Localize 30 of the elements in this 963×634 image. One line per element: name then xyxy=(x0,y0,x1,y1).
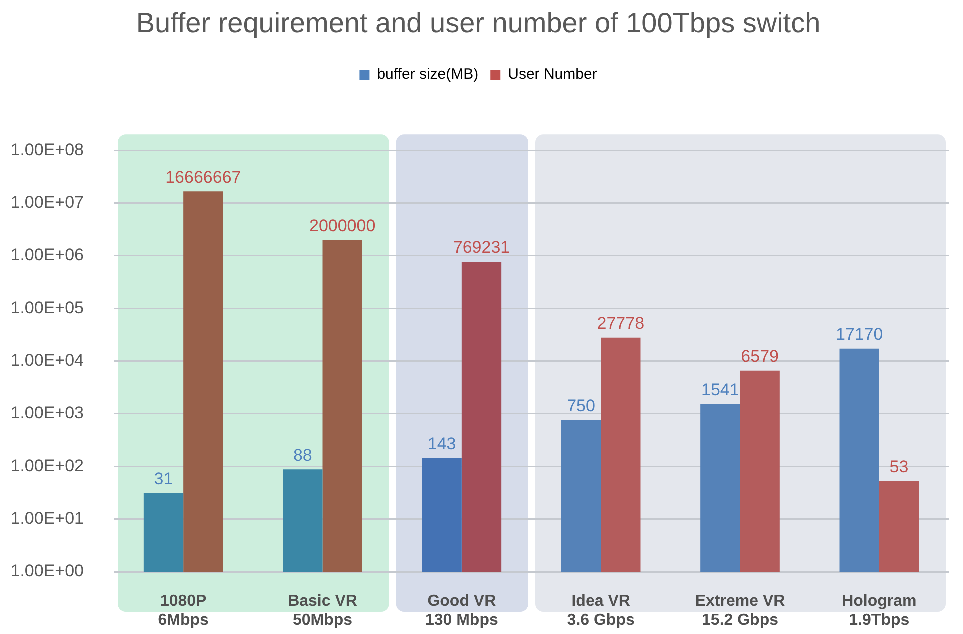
data-label: 88 xyxy=(293,446,312,465)
data-label: 17170 xyxy=(836,325,884,344)
x-tick-label: Idea VR 3.6 Gbps xyxy=(567,593,635,630)
y-tick-label: 1.00E+05 xyxy=(10,298,84,318)
data-label: 750 xyxy=(567,396,596,416)
x-tick-label: Basic VR 50Mbps xyxy=(288,593,358,630)
data-label: 769231 xyxy=(453,238,510,258)
y-tick-label: 1.00E+07 xyxy=(10,192,84,212)
data-label: 53 xyxy=(890,457,909,476)
x-tick-label: Extreme VR 15.2 Gbps xyxy=(695,593,786,630)
data-label: 1541 xyxy=(702,380,740,400)
x-tick-label: Good VR 130 Mbps xyxy=(425,593,498,630)
x-tick-label: 1080P 6Mbps xyxy=(158,593,210,630)
y-tick-label: 1.00E+03 xyxy=(10,404,84,423)
chart-title: Buffer requirement and user number of 100Tbps switch xyxy=(136,8,821,39)
y-tick-label: 1.00E+04 xyxy=(10,350,84,370)
data-label: 31 xyxy=(154,470,174,489)
y-tick-label: 1.00E+00 xyxy=(10,562,84,581)
data-label: 16666667 xyxy=(166,168,242,187)
y-tick-label: 1.00E+08 xyxy=(10,140,84,160)
legend-label: buffer size(MB) xyxy=(377,66,479,84)
x-tick-label: Hologram 1.9Tbps xyxy=(842,593,917,630)
data-label: 2000000 xyxy=(309,216,376,236)
data-label: 6579 xyxy=(741,347,779,366)
data-label: 27778 xyxy=(597,314,645,334)
y-tick-label: 1.00E+02 xyxy=(10,456,84,476)
data-label: 143 xyxy=(428,434,456,454)
y-tick-label: 1.00E+01 xyxy=(10,509,84,528)
y-tick-label: 1.00E+06 xyxy=(10,246,84,265)
legend-label: User Number xyxy=(508,66,598,84)
